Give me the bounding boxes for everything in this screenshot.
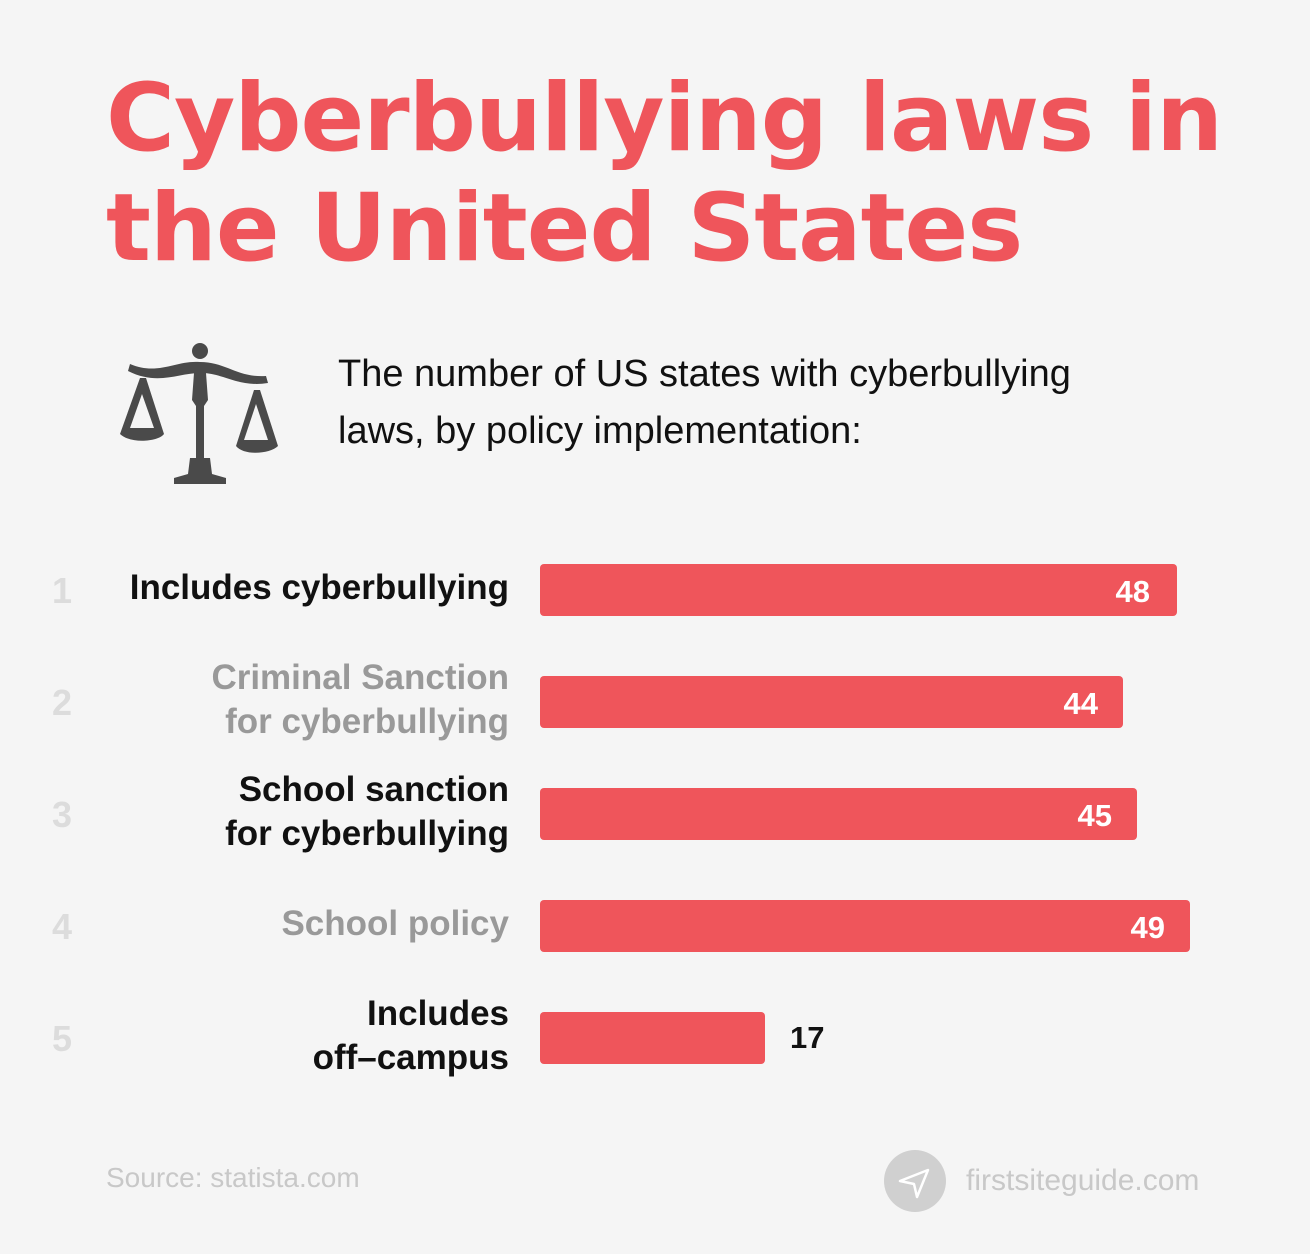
rank-number: 5 <box>51 1018 73 1059</box>
bar-value: 17 <box>790 1020 825 1055</box>
bar-label: School policy <box>281 902 509 946</box>
bar <box>540 564 1177 616</box>
rank-number: 4 <box>51 906 73 947</box>
bar-label-line-2: for cyberbullying <box>225 814 509 853</box>
rank-number: 2 <box>51 682 73 723</box>
bar <box>540 1012 765 1064</box>
bar <box>540 900 1190 952</box>
bar-label-line-1: School policy <box>281 904 509 943</box>
bar-label: Includes off–campus <box>313 992 509 1080</box>
bar-label-line-2: for cyberbullying <box>225 702 509 741</box>
rank-number: 1 <box>51 570 73 611</box>
bar <box>540 676 1123 728</box>
bar-label-line-1: School sanction <box>238 770 509 809</box>
bar-label: Criminal Sanction for cyberbullying <box>211 656 509 744</box>
paper-plane-icon <box>884 1150 946 1212</box>
scales-of-justice-icon <box>120 343 278 484</box>
title-line-2: the United States <box>106 174 1023 283</box>
title-line-1: Cyberbullying laws in <box>106 64 1223 173</box>
rank-number: 3 <box>51 794 73 835</box>
bar-label: Includes cyberbullying <box>130 566 509 610</box>
bar-label: School sanction for cyberbullying <box>225 768 509 856</box>
subtitle-line-1: The number of US states with cyberbullyi… <box>338 353 1071 395</box>
bar-value: 48 <box>1115 574 1150 609</box>
bar-value: 49 <box>1130 910 1165 945</box>
brand-logo[interactable]: firstsiteguide.com <box>884 1150 1199 1212</box>
bar-label-line-1: Includes <box>367 994 509 1033</box>
bar-value: 44 <box>1063 686 1098 721</box>
bar-label-line-1: Criminal Sanction <box>211 658 509 697</box>
chart-subtitle: The number of US states with cyberbullyi… <box>338 346 1198 460</box>
bar-label-line-1: Includes cyberbullying <box>129 568 509 607</box>
bar <box>540 788 1137 840</box>
bar-value: 45 <box>1077 798 1112 833</box>
page-title: Cyberbullying laws in the United States <box>106 64 1256 284</box>
bar-label-line-2: off–campus <box>312 1038 509 1077</box>
subtitle-line-2: laws, by policy implementation: <box>338 410 862 452</box>
brand-name: firstsiteguide.com <box>966 1164 1200 1197</box>
source-credit: Source: statista.com <box>106 1162 360 1193</box>
